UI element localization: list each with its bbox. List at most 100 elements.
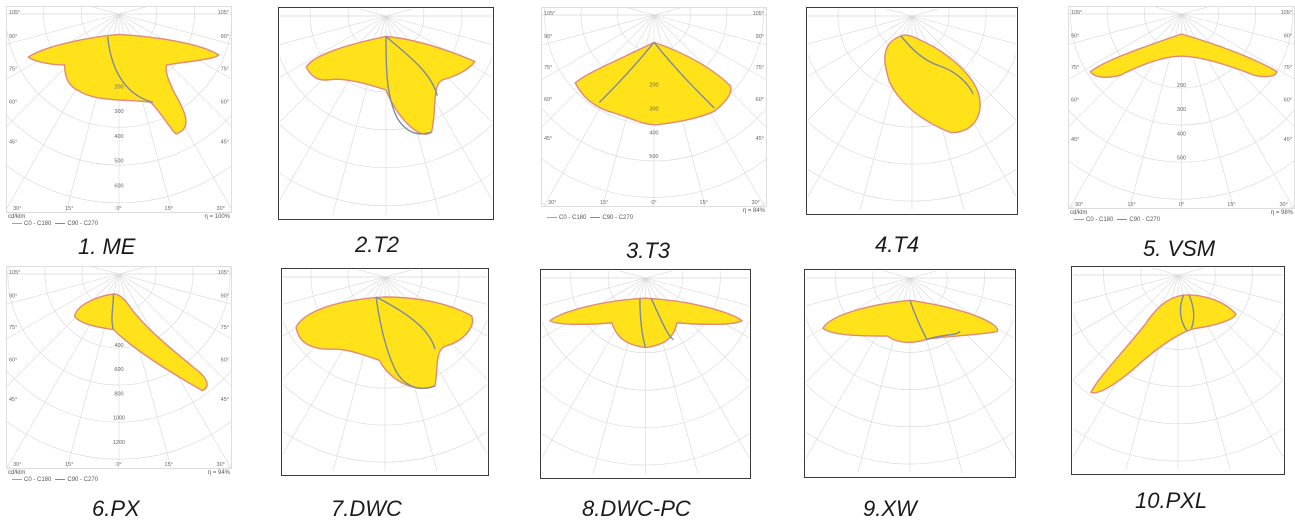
angle-label-right: 75° xyxy=(756,65,764,71)
polar-svg xyxy=(806,271,1014,473)
angle-label-bottom: 15° xyxy=(600,200,608,206)
curve-c90-c270 xyxy=(375,296,436,389)
legend-c0-label: C0 - C180 xyxy=(559,215,587,221)
distribution-shape xyxy=(884,34,981,134)
angle-label-bottom: 15° xyxy=(700,200,708,206)
curve-c0-c180 xyxy=(305,35,476,135)
grid-ray xyxy=(909,271,938,279)
angle-label-right: 75° xyxy=(221,66,229,72)
unit-label: cd/klm xyxy=(1070,210,1088,216)
polar-chart-t2 xyxy=(278,7,494,220)
polar-chart-dwc xyxy=(281,268,489,476)
grid-ray xyxy=(911,15,1016,77)
radial-label: 800 xyxy=(114,391,123,397)
radial-label: 500 xyxy=(649,154,658,160)
unit-label: cd/klm xyxy=(8,470,26,476)
angle-label-left: 60° xyxy=(9,358,17,364)
curve-c90-c270 xyxy=(106,36,154,104)
angle-label-bottom: 15° xyxy=(1127,202,1135,208)
radial-label: 400 xyxy=(1177,131,1186,137)
angle-label-left: 105° xyxy=(544,11,555,17)
curve-c90-c270 xyxy=(900,35,974,95)
angle-label-left: 45° xyxy=(9,140,17,146)
legend-entries: C0 - C180 C90 - C270 xyxy=(543,215,633,221)
legend-entries: C0 - C180 C90 - C270 xyxy=(1070,217,1160,223)
legend-c90-label: C90 - C270 xyxy=(602,215,634,221)
grid-ray xyxy=(118,13,231,80)
grid-ray xyxy=(118,273,231,305)
caption-t4: 4.T4 xyxy=(875,232,920,257)
legend-c0-label: C0 - C180 xyxy=(1086,217,1114,223)
grid-ray xyxy=(118,7,147,15)
angle-label-left: 60° xyxy=(9,99,17,105)
legend-swatch-c90 xyxy=(55,222,66,224)
legend-swatch-c0 xyxy=(547,216,557,218)
grid-ray xyxy=(808,15,913,45)
polar-chart-xw xyxy=(804,269,1016,478)
curve-c0-c180 xyxy=(27,33,220,135)
angle-label-right: 75° xyxy=(1284,65,1292,71)
grid-ray xyxy=(653,8,682,16)
grid-ray xyxy=(806,277,911,339)
grid-ray xyxy=(7,13,120,45)
efficiency-label: η = 84% xyxy=(742,208,765,214)
angle-label-right: 60° xyxy=(1284,98,1292,104)
angle-label-left: 90° xyxy=(9,294,17,300)
grid-ray xyxy=(384,270,413,278)
grid-ray xyxy=(542,14,655,81)
polar-grid xyxy=(1073,268,1283,470)
caption-me: 1. ME xyxy=(78,234,136,259)
chart-frame xyxy=(6,266,232,469)
caption-dwc: 7.DWC xyxy=(331,496,402,521)
grid-ray xyxy=(1073,274,1179,336)
angle-label-left: 45° xyxy=(9,397,17,403)
legend-c0-label: C0 - C180 xyxy=(24,221,52,227)
grid-ray xyxy=(357,270,386,278)
radial-label: 500 xyxy=(1177,156,1186,162)
angle-label-bottom: 30° xyxy=(217,462,225,468)
radial-label: 600 xyxy=(114,367,123,373)
polar-svg xyxy=(542,271,749,474)
angle-label-left: 60° xyxy=(544,97,552,103)
angle-label-right: 60° xyxy=(221,99,229,105)
angle-label-right: 45° xyxy=(221,140,229,146)
grid-ray xyxy=(283,276,386,337)
distribution-shape xyxy=(549,297,744,349)
curve-c90-c270 xyxy=(385,35,438,135)
efficiency-label: η = 98% xyxy=(1270,210,1293,216)
angle-label-right: 90° xyxy=(1284,34,1292,40)
polar-chart-px: 105° 105° 90° 90° 75° 75° 60° 60° 45° 45° 30° 15° 0°… xyxy=(6,266,232,488)
caption-dwc-pc: 8.DWC-PC xyxy=(582,496,691,521)
grid-ray xyxy=(653,14,766,81)
angle-label-bottom: 0° xyxy=(651,200,656,206)
grid-ray xyxy=(385,15,492,45)
polar-grid xyxy=(283,270,487,471)
grid-ray xyxy=(626,8,655,16)
polar-chart-vsm: 105° 105° 90° 90° 75° 75° 60° 60° 45° 45° 30° 15° 0°… xyxy=(1068,6,1295,228)
angle-label-bottom: 30° xyxy=(548,200,556,206)
grid-ray xyxy=(542,277,646,307)
angle-label-left: 90° xyxy=(9,34,17,40)
curve-c90-c270 xyxy=(598,41,715,109)
grid-ray xyxy=(808,15,913,77)
angle-label-left: 105° xyxy=(1071,10,1082,16)
polar-grid xyxy=(1069,7,1294,208)
grid-ray xyxy=(645,277,749,339)
chart-legend: cd/klm η = 98% C0 - C180 C90 - C270 xyxy=(1070,210,1293,224)
grid-ray xyxy=(1181,13,1294,45)
grid-ray xyxy=(1073,274,1179,304)
polar-svg xyxy=(283,270,487,471)
caption-xw: 9.XW xyxy=(863,496,917,521)
polar-grid xyxy=(7,7,231,212)
polar-grid xyxy=(7,267,231,468)
curve-c0-c180 xyxy=(884,34,981,134)
polar-chart-dwc-pc xyxy=(540,269,751,479)
polar-grid xyxy=(808,9,1016,210)
angle-label-right: 60° xyxy=(221,358,229,364)
grid-ray xyxy=(1181,7,1209,15)
distribution-shape xyxy=(305,35,476,135)
polar-chart-t3: 105° 105° 90° 90° 75° 75° 60° 60° 45° 45° 30° 15° 0°… xyxy=(541,7,767,226)
angle-label-left: 90° xyxy=(1071,34,1079,40)
angle-label-left: 75° xyxy=(544,65,552,71)
legend-entries: C0 - C180 C90 - C270 xyxy=(8,221,98,227)
